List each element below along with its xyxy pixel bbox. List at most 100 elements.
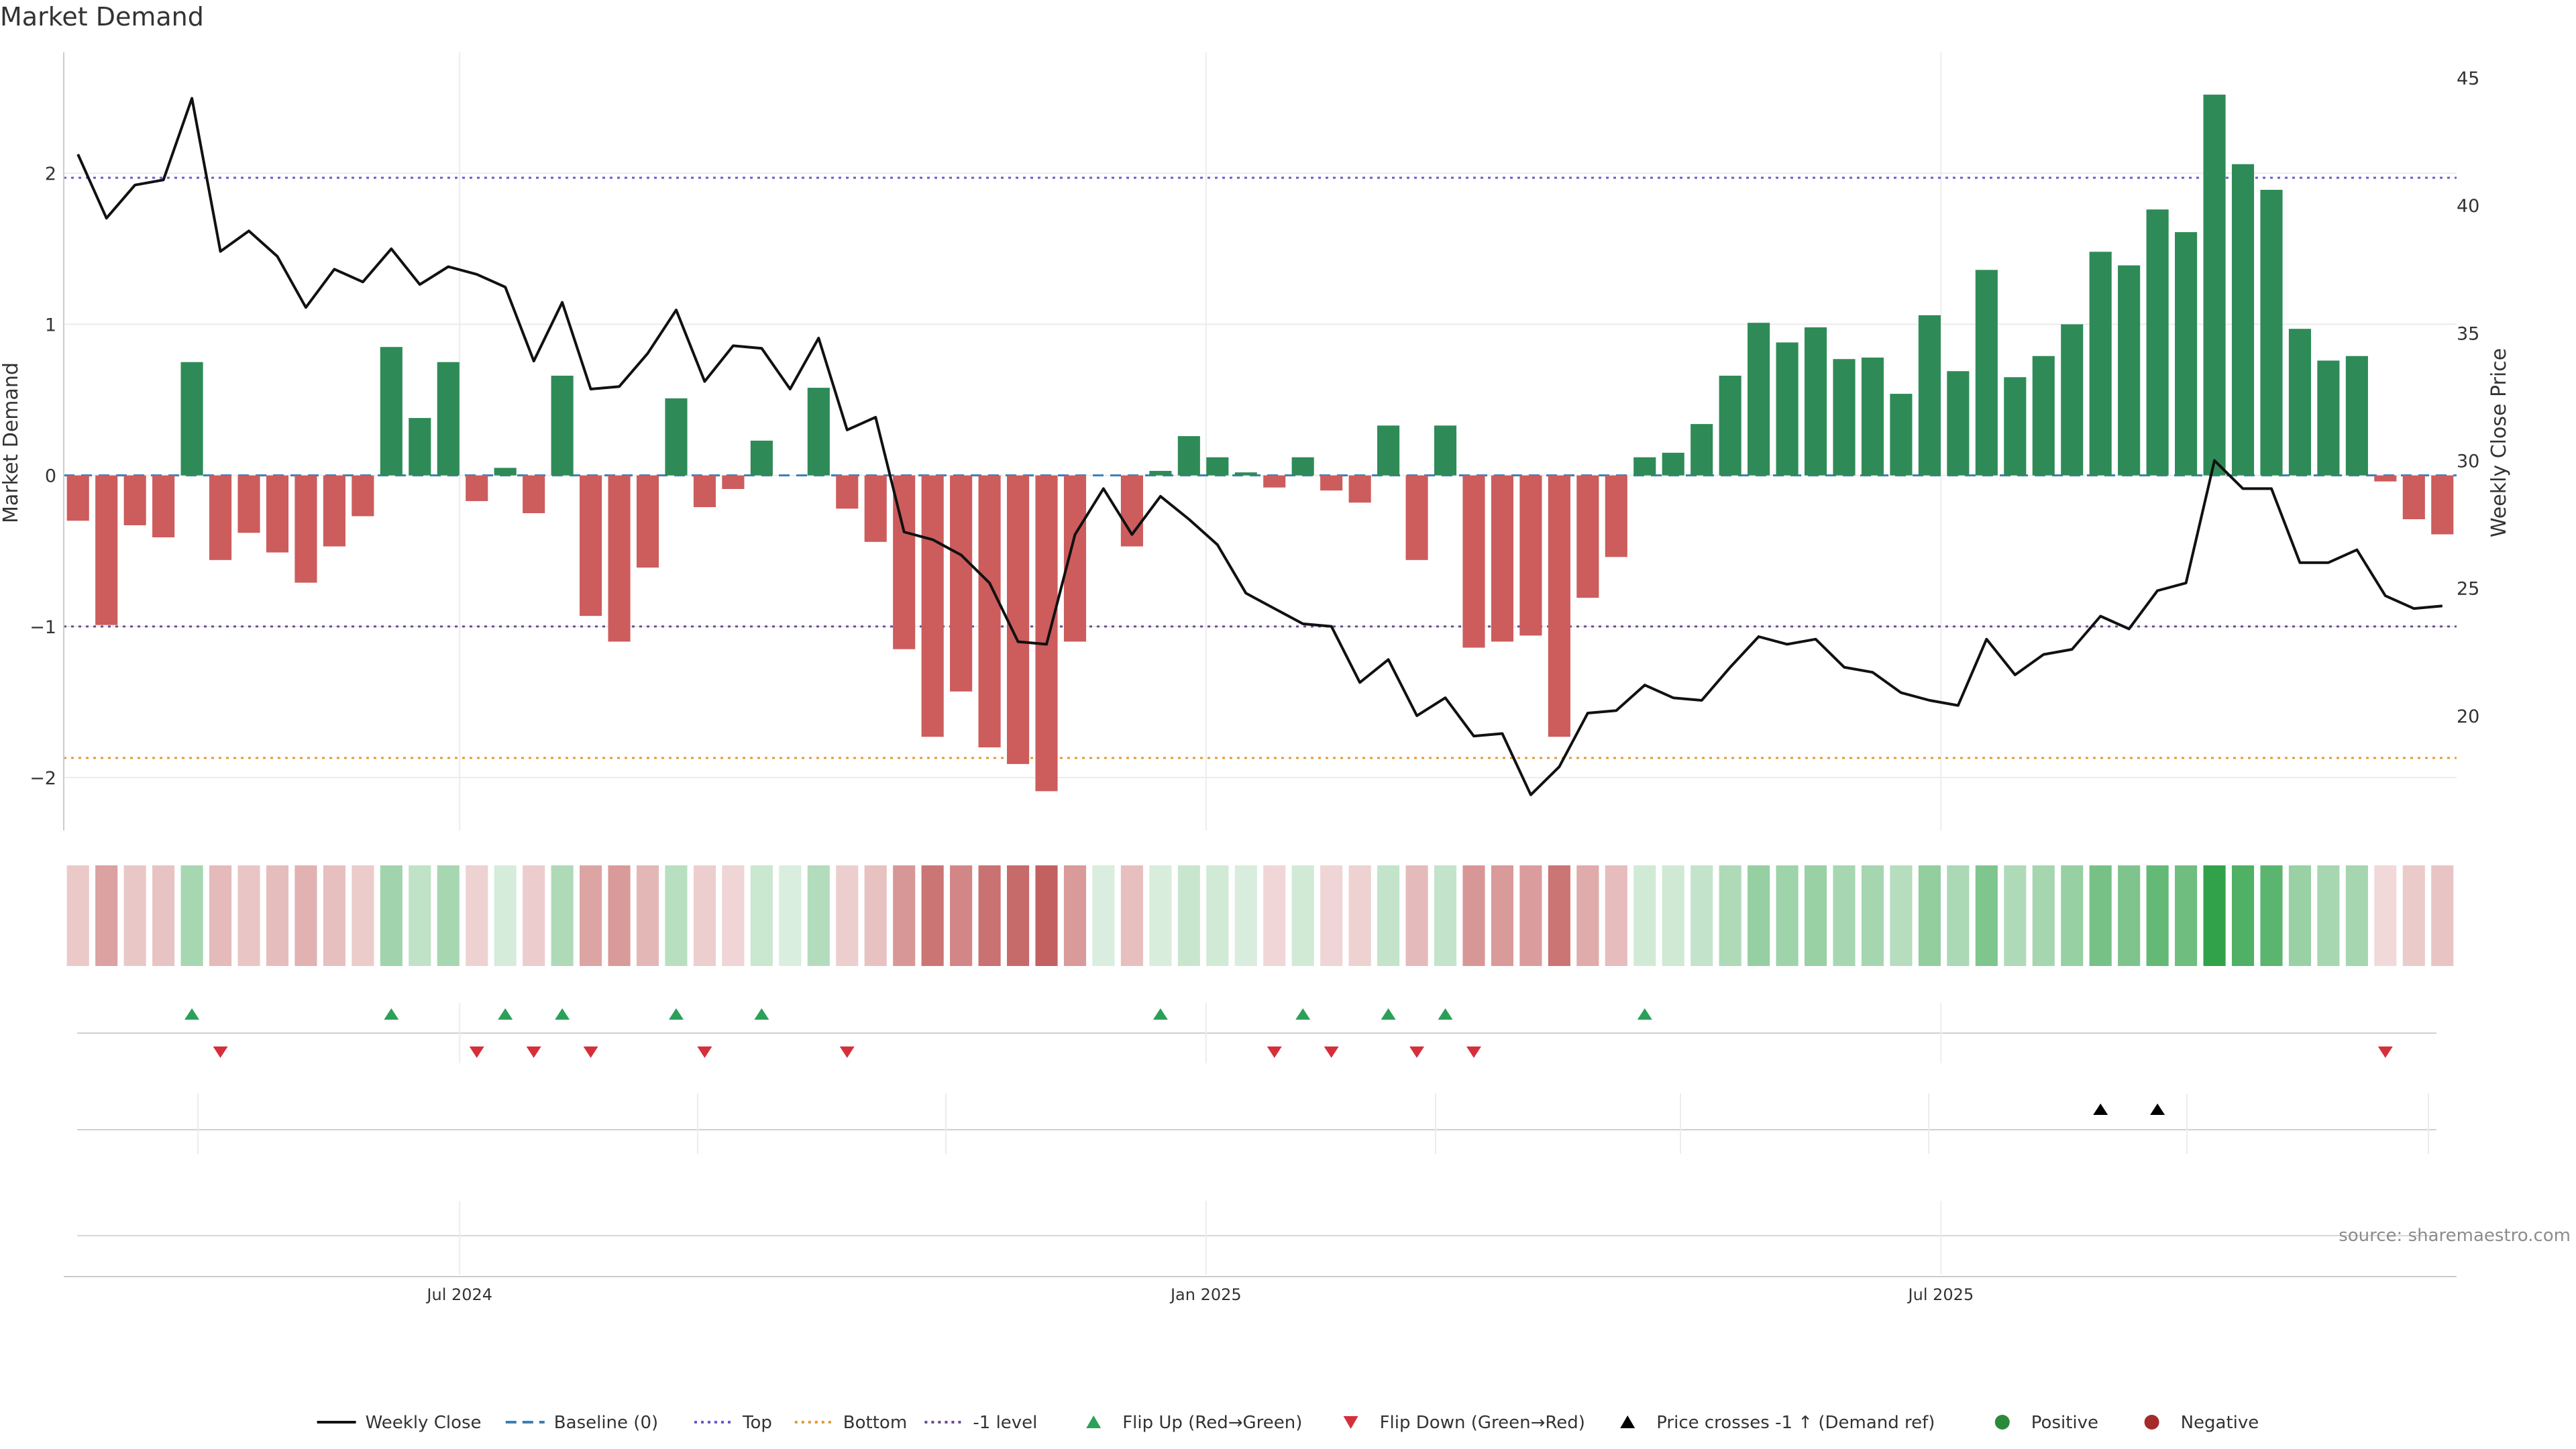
demand-bar [2004,377,2027,476]
flip-up-marker [184,1008,200,1020]
flip-down-marker [469,1046,484,1058]
heat-cell [1861,865,1884,966]
heat-cell [1548,865,1570,966]
heat-cell [551,865,574,966]
flip-markers-panel [77,1003,2436,1063]
y2-tick-label: 35 [2457,323,2479,344]
demand-heat-strip [66,865,2454,966]
heat-cell [523,865,545,966]
legend-label: Weekly Close [366,1413,482,1433]
demand-bar [1918,315,1941,476]
demand-bar [1548,475,1570,737]
heat-cell [693,865,716,966]
demand-bar [237,475,260,533]
y-tick-label: 2 [45,164,56,184]
demand-bar [494,468,517,476]
heat-cell [466,865,488,966]
heat-cell [722,865,745,966]
main-panel: 2 1 0 −1 −2 45 40 35 30 25 20 Market Demand Weekl… [0,52,2511,830]
price-cross-marker [2150,1104,2165,1115]
demand-bar [608,475,631,642]
heat-cell [409,865,431,966]
heat-cell [1918,865,1941,966]
heat-cell [1804,865,1827,966]
heat-cell [836,865,859,966]
demand-bar [1633,457,1656,476]
demand-bars [66,95,2454,792]
heat-cell [1748,865,1770,966]
heat-cell [2317,865,2340,966]
heat-cell [2118,865,2141,966]
chart-title: Market Demand [0,2,204,32]
flip-up-marker [1152,1008,1168,1020]
demand-bar [2374,475,2397,482]
heat-cell [2345,865,2368,966]
demand-bar [2288,329,2312,476]
legend-item: Bottom [794,1413,907,1433]
demand-bar [1947,371,1970,476]
demand-bar [2402,475,2425,519]
demand-bar [1377,425,1400,476]
legend-item: Top [694,1413,772,1433]
y-axis-left: 2 1 0 −1 −2 [30,52,64,830]
weekly-close-polyline [76,97,2443,796]
heat-cell [608,865,631,966]
heat-cell [1263,865,1286,966]
heat-cell [1291,865,1314,966]
heat-cell [864,865,887,966]
heat-cell [779,865,802,966]
heat-cell [1320,865,1343,966]
y-axis-right: 45 40 35 30 25 20 [2457,68,2479,727]
demand-bar [1748,323,1770,476]
heat-cell [807,865,830,966]
demand-bar [1605,475,1627,557]
demand-bar [807,388,830,476]
flip-up-marker [1438,1008,1453,1020]
demand-bar [950,475,973,692]
heat-cell [1491,865,1514,966]
heat-cell [1947,865,1970,966]
legend-label: Top [742,1413,772,1433]
y2-tick-label: 20 [2457,706,2479,727]
heat-cell [2402,865,2425,966]
y2-tick-label: 25 [2457,579,2479,600]
legend-marker-triangle-up [1086,1415,1102,1428]
demand-bar [1804,327,1827,476]
heat-cell [2061,865,2084,966]
demand-bar [1149,470,1172,476]
heat-cell [237,865,260,966]
demand-bar [580,475,602,616]
demand-bar [2345,356,2368,476]
demand-bar [1890,394,1913,476]
flip-down-marker [1466,1046,1481,1058]
heat-cell [180,865,203,966]
heat-cell [1206,865,1229,966]
heat-cell [1120,865,1143,966]
flip-down-marker [1267,1046,1282,1058]
source-note: source: sharemaestro.com [2339,1226,2571,1246]
heat-cell [978,865,1001,966]
demand-bar [921,475,944,737]
x-tick-label: Jul 2024 [425,1285,492,1304]
demand-bar [466,475,488,501]
flip-up-marker [384,1008,399,1020]
flip-down-marker [1409,1046,1425,1058]
y2-tick-label: 45 [2457,68,2479,89]
heat-cell [2089,865,2112,966]
demand-bar [1975,270,1998,476]
flip-up-marker [1381,1008,1396,1020]
price-cross-marker [2093,1104,2108,1115]
demand-bar [1291,457,1314,476]
demand-bar [1662,452,1684,476]
legend-item: Baseline (0) [505,1413,658,1433]
heat-cell [1605,865,1627,966]
heat-cell [66,865,89,966]
legend-label: -1 level [973,1413,1037,1433]
demand-bar [66,475,89,521]
demand-bar [266,475,289,553]
legend-marker-circle [1994,1415,2010,1430]
heat-cell [2175,865,2198,966]
flip-down-marker [526,1046,541,1058]
reference-lines [64,176,2457,759]
y2-axis-label: Weekly Close Price [2487,348,2511,537]
